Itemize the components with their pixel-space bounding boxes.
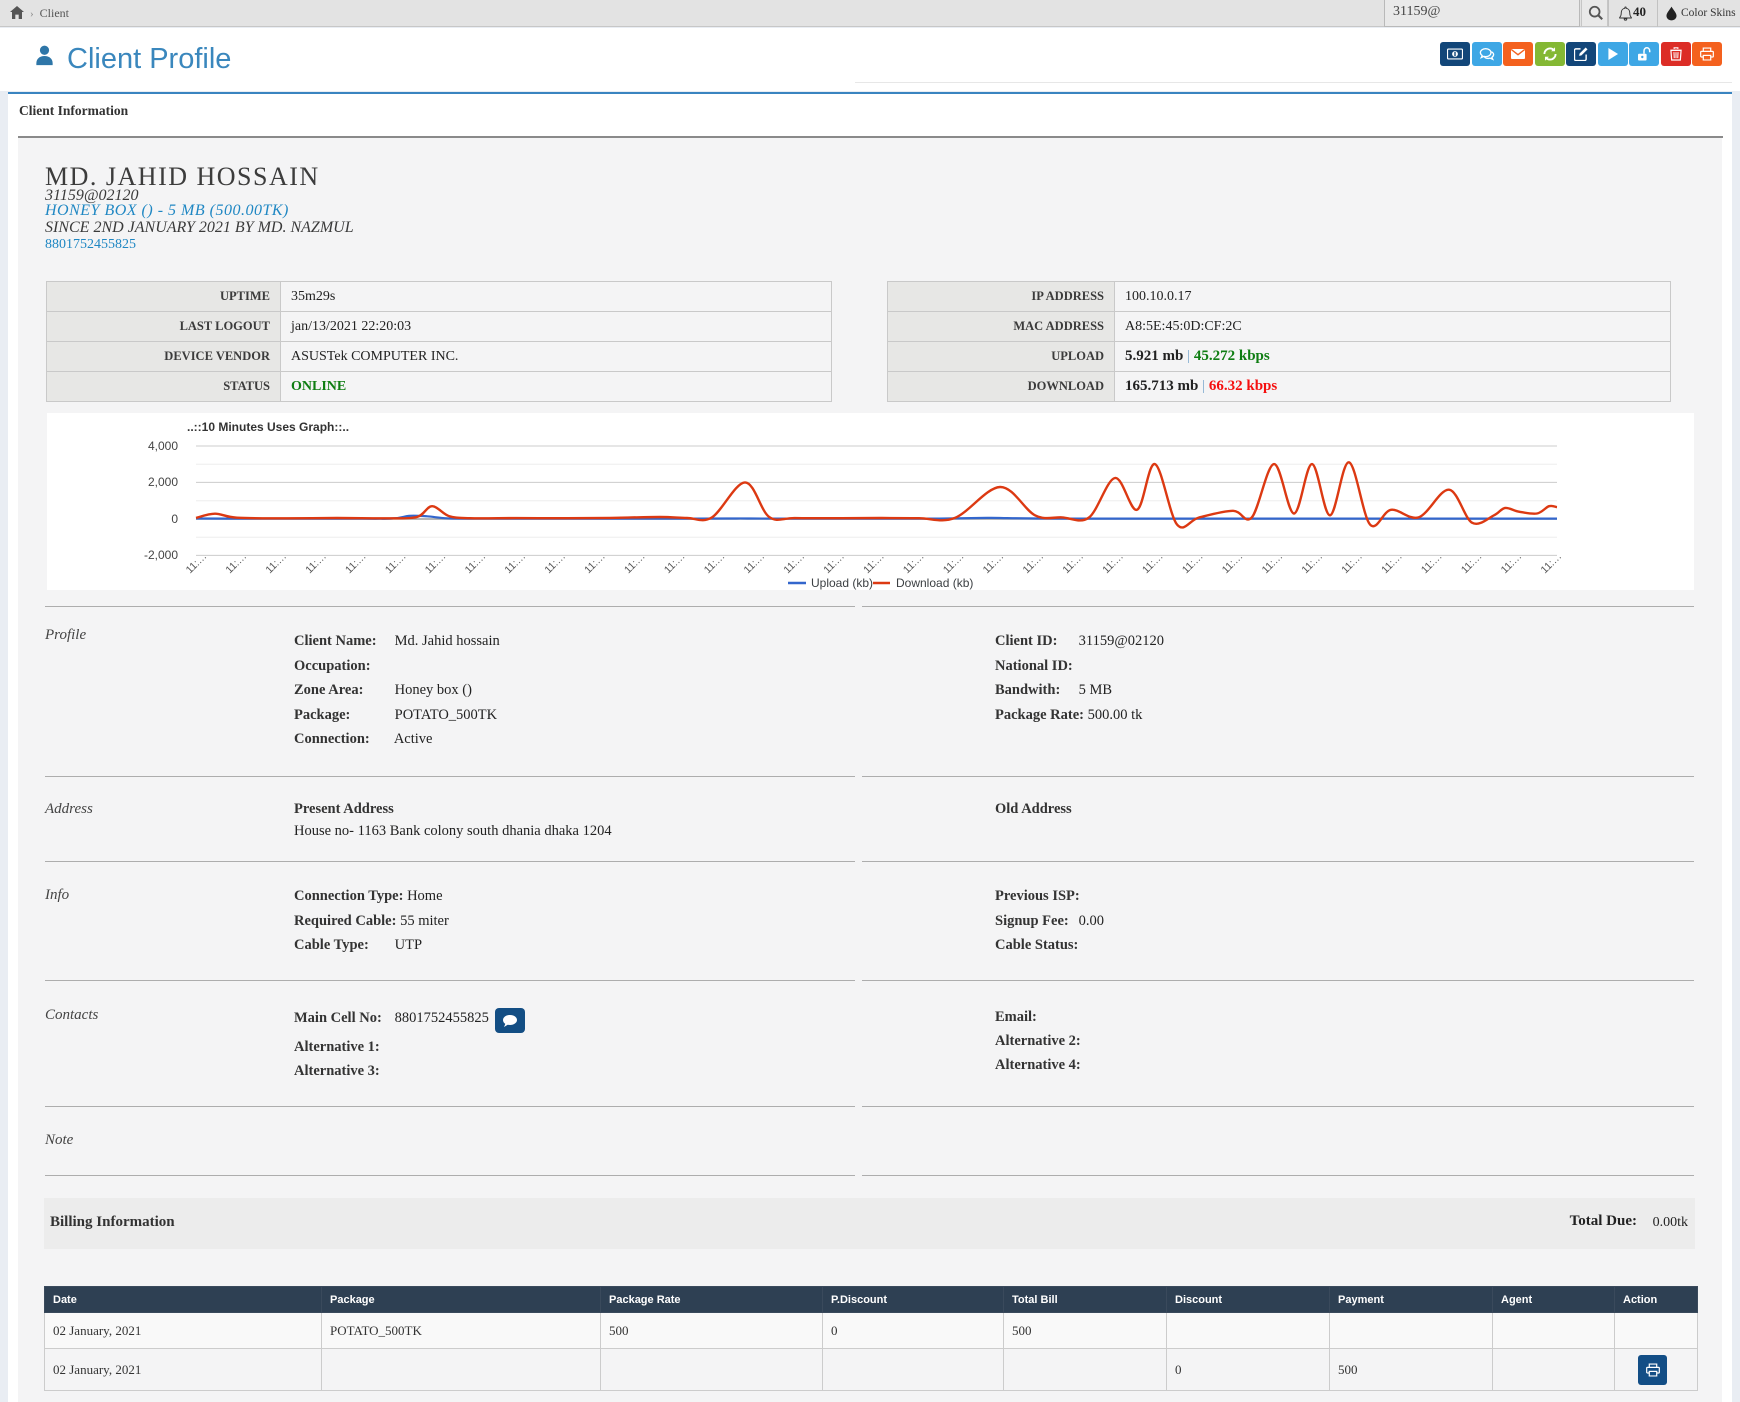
svg-text:-2,000: -2,000 <box>144 548 178 562</box>
svg-text:11:…: 11:… <box>383 550 409 576</box>
svg-text:11:…: 11:… <box>303 550 329 576</box>
svg-text:Upload (kb): Upload (kb) <box>811 576 873 590</box>
svg-text:11:…: 11:… <box>1299 550 1325 576</box>
svg-text:2,000: 2,000 <box>148 475 178 489</box>
svg-text:11:…: 11:… <box>343 550 369 576</box>
svg-text:11:…: 11:… <box>263 550 289 576</box>
svg-text:Download (kb): Download (kb) <box>896 576 973 590</box>
svg-text:11:…: 11:… <box>1379 550 1405 576</box>
svg-text:11:…: 11:… <box>861 550 887 576</box>
svg-text:11:…: 11:… <box>1100 550 1126 576</box>
svg-text:4,000: 4,000 <box>148 439 178 453</box>
svg-text:11:…: 11:… <box>781 550 807 576</box>
svg-text:11:…: 11:… <box>582 550 608 576</box>
svg-text:11:…: 11:… <box>1539 550 1565 576</box>
svg-text:11:…: 11:… <box>502 550 528 576</box>
svg-text:11:…: 11:… <box>981 550 1007 576</box>
svg-text:11:…: 11:… <box>702 550 728 576</box>
svg-text:11:…: 11:… <box>463 550 489 576</box>
svg-text:11:…: 11:… <box>1060 550 1086 576</box>
svg-text:11:…: 11:… <box>1419 550 1445 576</box>
svg-text:11:…: 11:… <box>1180 550 1206 576</box>
svg-text:11:…: 11:… <box>941 550 967 576</box>
svg-text:11:…: 11:… <box>662 550 688 576</box>
svg-text:11:…: 11:… <box>1220 550 1246 576</box>
svg-text:..::10 Minutes Uses Graph::..: ..::10 Minutes Uses Graph::.. <box>187 420 349 434</box>
svg-text:11:…: 11:… <box>742 550 768 576</box>
svg-text:11:…: 11:… <box>223 550 249 576</box>
svg-text:11:…: 11:… <box>184 550 210 576</box>
svg-text:11:…: 11:… <box>423 550 449 576</box>
svg-text:11:…: 11:… <box>1140 550 1166 576</box>
svg-text:11:…: 11:… <box>622 550 648 576</box>
svg-text:11:…: 11:… <box>1021 550 1047 576</box>
svg-text:11:…: 11:… <box>901 550 927 576</box>
svg-text:11:…: 11:… <box>542 550 568 576</box>
svg-text:11:…: 11:… <box>1339 550 1365 576</box>
svg-text:11:…: 11:… <box>1459 550 1485 576</box>
svg-text:0: 0 <box>171 512 178 526</box>
svg-text:11:…: 11:… <box>821 550 847 576</box>
svg-text:11:…: 11:… <box>1260 550 1286 576</box>
svg-text:11:…: 11:… <box>1499 550 1525 576</box>
